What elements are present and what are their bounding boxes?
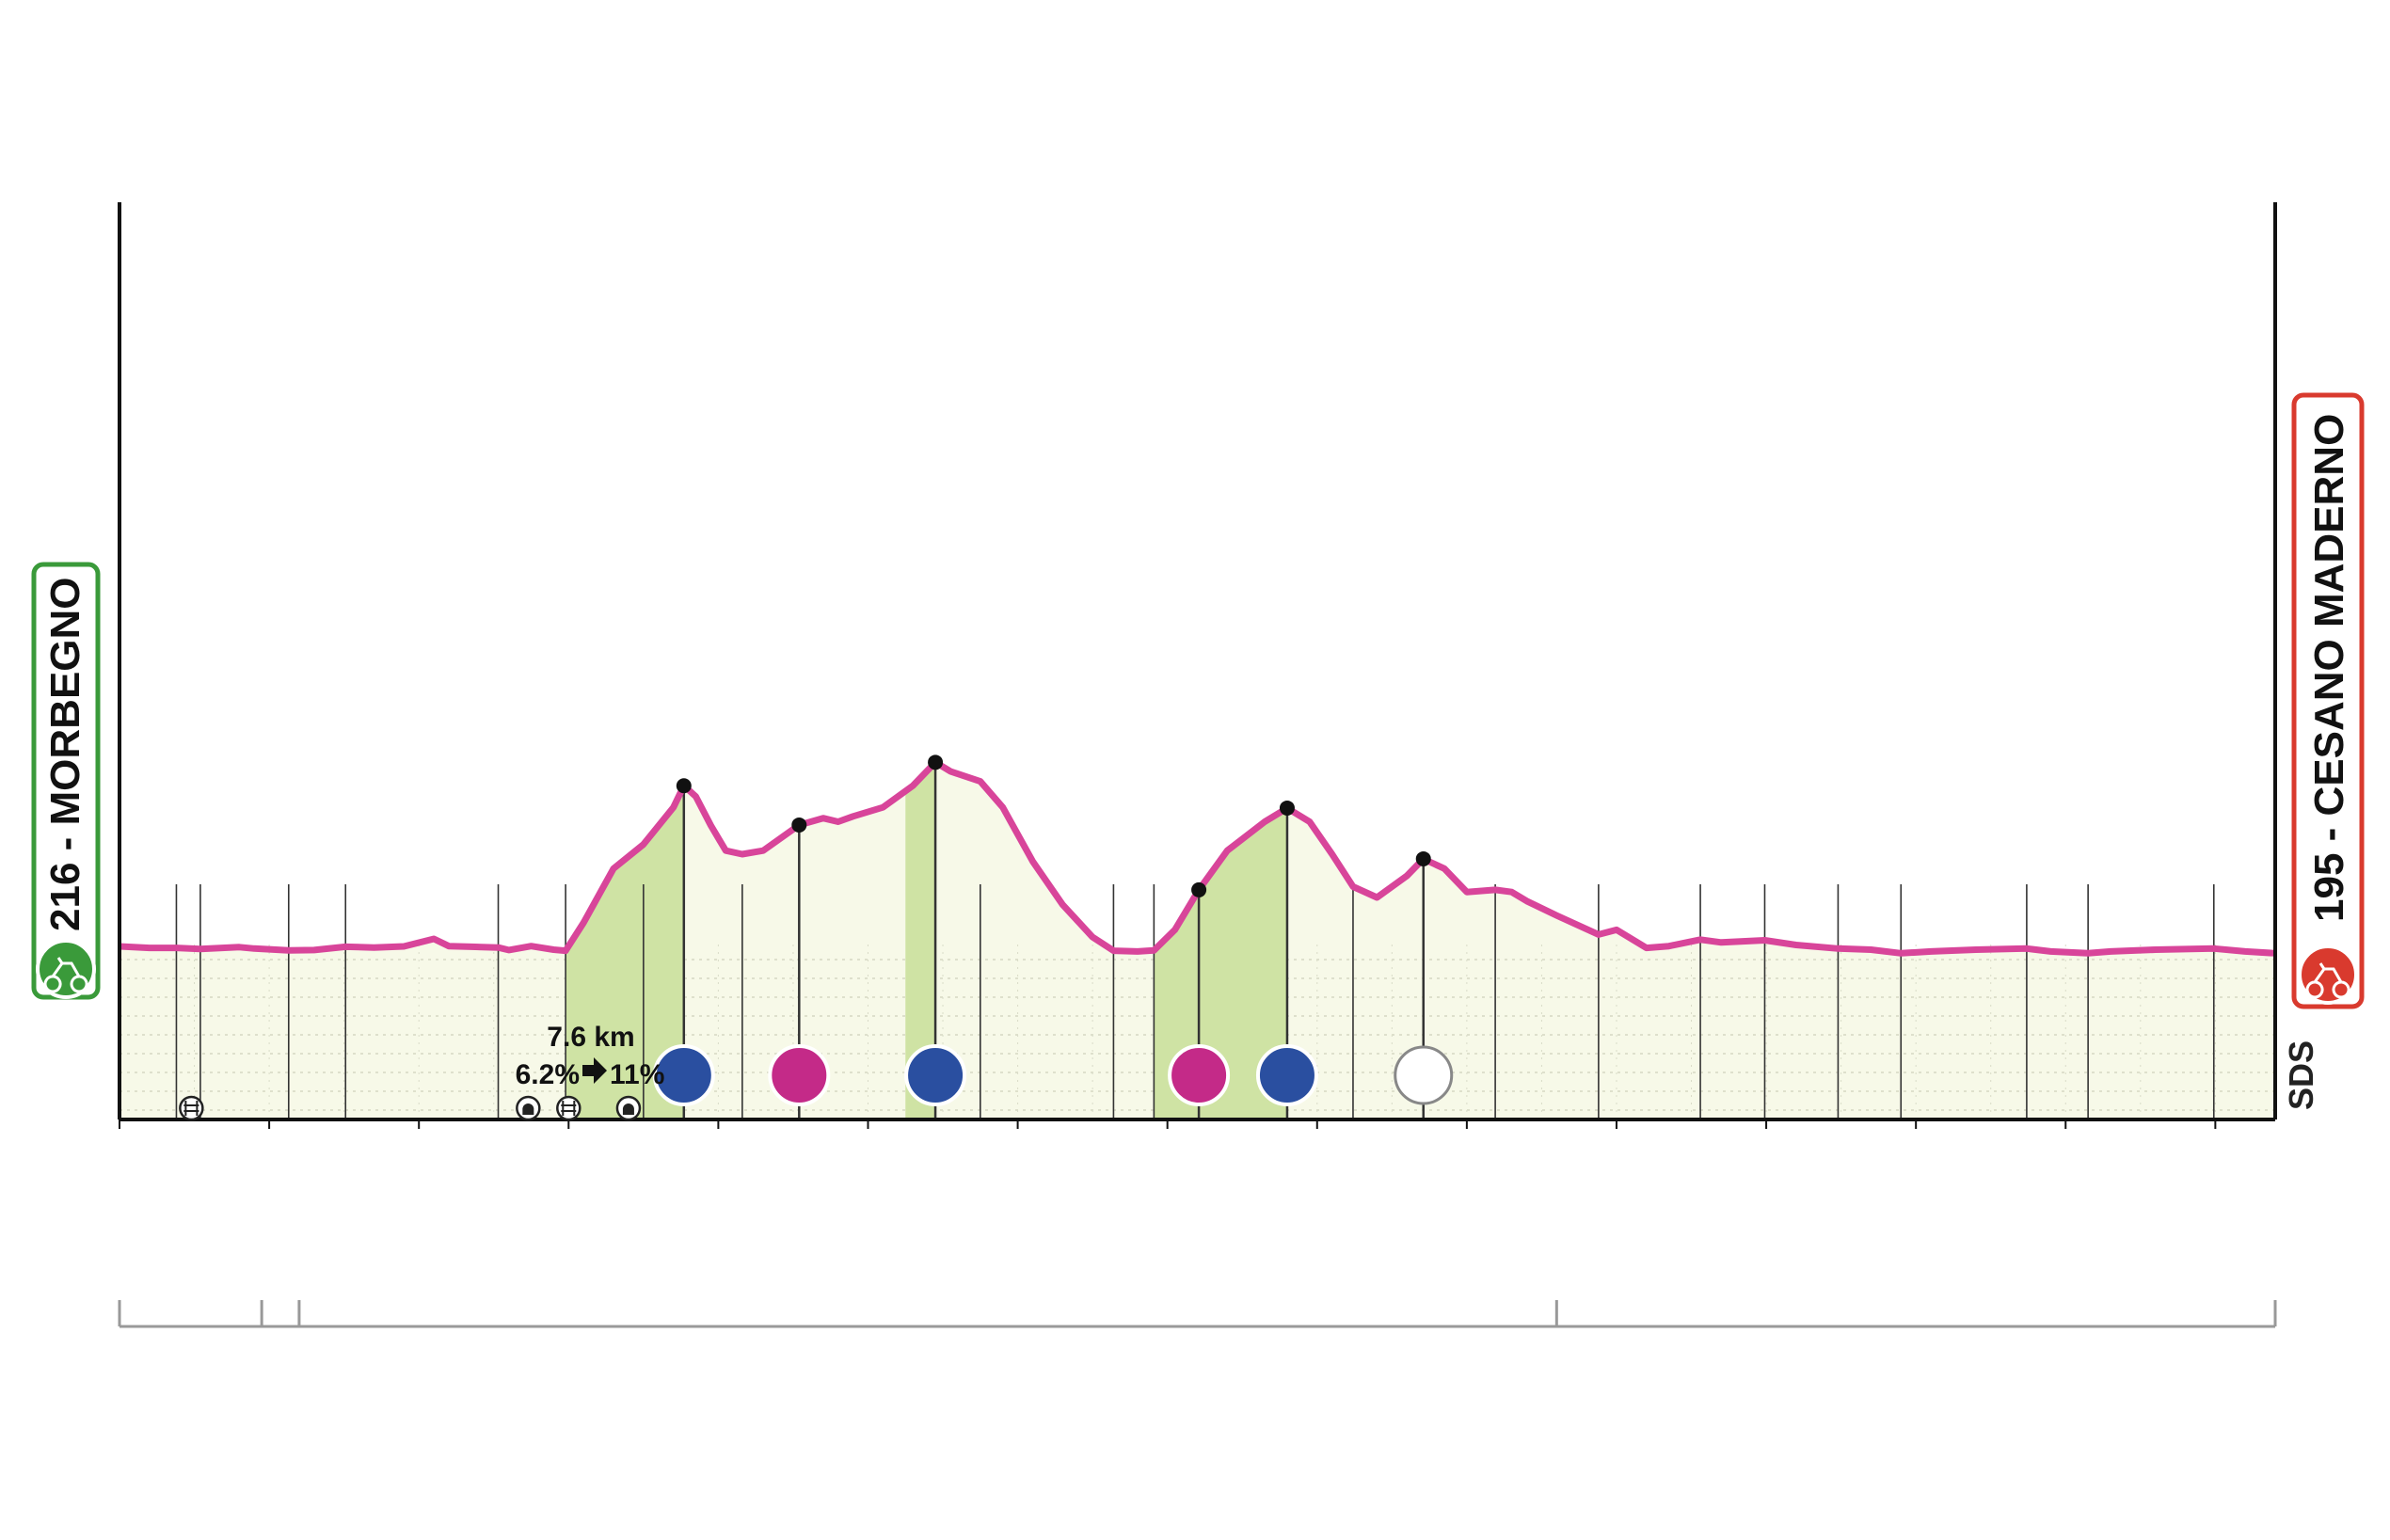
summit-dot	[928, 754, 944, 770]
start-finish-group: 216 - MORBEGNO 195 - CESANO MADERNO SDS	[31, 392, 2365, 1110]
kom-badge	[1255, 1044, 1318, 1106]
finish-label: 195 - CESANO MADERNO	[2306, 414, 2352, 922]
sprint-badge	[1168, 1044, 1231, 1106]
kom-badge	[652, 1044, 715, 1106]
summit-dot	[1415, 850, 1431, 866]
summit-dot	[676, 778, 692, 794]
climb-note-group: 7.6 km 6.2% 11%	[516, 1022, 665, 1090]
railway-icon	[179, 1095, 204, 1121]
start-banner: 216 - MORBEGNO	[31, 562, 101, 1000]
sprint-badge	[768, 1044, 831, 1106]
start-bike-icon	[36, 939, 96, 999]
start-label: 216 - MORBEGNO	[42, 577, 88, 931]
regions-group	[118, 1300, 2277, 1328]
red-bull-bonus-badge	[1394, 1045, 1454, 1105]
profile-line	[119, 758, 2276, 957]
climb-segment-3	[1154, 808, 1287, 1119]
climb-note-avg-gradient: 6.2%	[516, 1059, 580, 1090]
tunnel-icon-detail	[622, 1103, 634, 1115]
climb-note-max-gradient: 11%	[610, 1059, 664, 1090]
climb-fill-group	[566, 762, 1287, 1119]
summit-dot	[1279, 800, 1295, 816]
badges-group	[179, 1044, 1454, 1121]
railway-icon-detail	[183, 1101, 199, 1116]
summit-dot	[791, 817, 807, 833]
profile-line-group	[119, 754, 2276, 957]
tunnel-icon-detail	[522, 1103, 534, 1115]
kom-badge	[904, 1044, 967, 1106]
finish-bike-icon	[2298, 945, 2358, 1005]
climb-segment-2	[905, 762, 936, 1119]
railway-icon-detail	[561, 1101, 577, 1116]
summit-dot	[1191, 881, 1207, 897]
climb-note-length: 7.6 km	[547, 1022, 634, 1053]
sds-logo: SDS	[2282, 1040, 2320, 1110]
axes-group	[118, 202, 2277, 1129]
climb-segment-1	[566, 786, 684, 1119]
railway-icon	[556, 1095, 582, 1121]
arrow-right-icon	[582, 1057, 607, 1084]
finish-banner: 195 - CESANO MADERNO	[2291, 392, 2365, 1009]
